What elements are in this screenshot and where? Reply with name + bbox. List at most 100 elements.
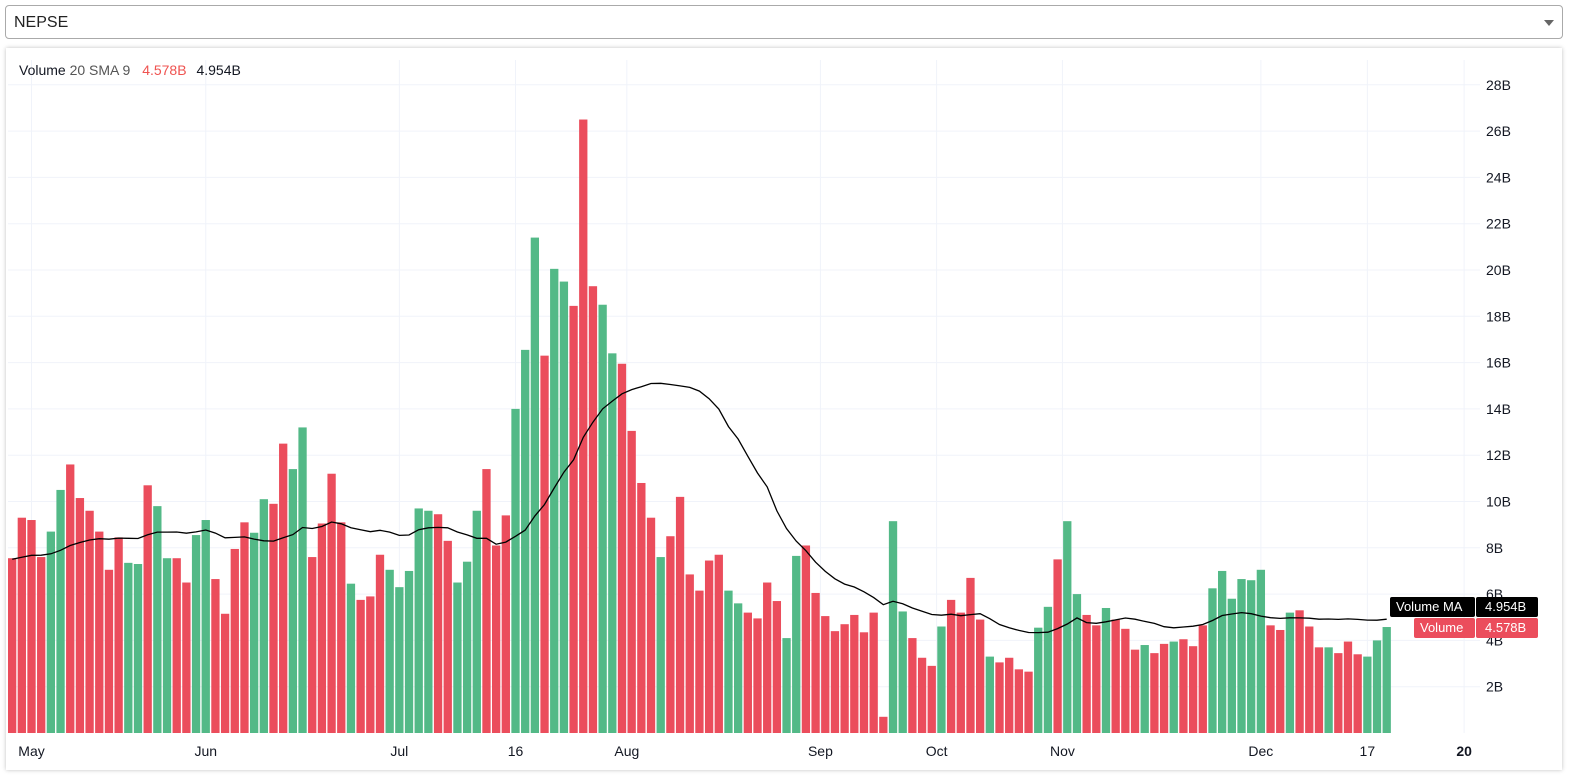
volume-bar-down	[17, 517, 26, 733]
volume-bar-down	[976, 619, 985, 733]
chart-legend: Volume 20 SMA 9 4.578B 4.954B	[19, 62, 241, 78]
volume-bar-up	[124, 562, 133, 733]
volume-bar-down	[637, 482, 646, 733]
volume-bar-up	[1218, 570, 1227, 733]
volume-bar-down	[1314, 647, 1324, 733]
volume-bar-down	[220, 613, 230, 733]
x-tick-label: Jun	[194, 743, 217, 759]
volume-bar-up	[937, 626, 946, 733]
legend-params: 20 SMA 9	[69, 62, 131, 78]
volume-bar-up	[298, 427, 307, 733]
volume-bar-down	[821, 616, 830, 733]
volume-bar-up	[162, 558, 172, 733]
volume-bar-down	[540, 355, 549, 733]
volume-bar-down	[95, 531, 104, 733]
y-tick-label: 28B	[1486, 77, 1511, 93]
volume-bar-down	[946, 599, 956, 733]
volume-bar-up	[1285, 612, 1295, 733]
volume-bar-down	[143, 485, 152, 733]
y-tick-label: 12B	[1486, 447, 1511, 463]
volume-bar-up	[201, 520, 210, 733]
volume-bar-down	[859, 632, 869, 733]
volume-bar-up	[608, 353, 617, 733]
legend-volume-value: 4.578B	[142, 62, 187, 78]
volume-bar-up	[898, 611, 907, 733]
volume-bar-down	[1343, 641, 1353, 733]
volume-bar-up	[1256, 569, 1266, 733]
volume-bar-down	[366, 596, 375, 733]
y-tick-label: 18B	[1486, 308, 1511, 324]
volume-bar-down	[240, 522, 249, 733]
volume-bar-down	[85, 510, 94, 733]
volume-tag-value: 4.578B	[1476, 618, 1538, 638]
volume-bar-down	[1179, 639, 1188, 733]
volume-bar-down	[1130, 649, 1140, 733]
volume-bar-down	[646, 517, 656, 733]
x-tick-label: Nov	[1050, 743, 1075, 759]
volume-bar-down	[685, 574, 694, 733]
volume-bar-up	[133, 564, 143, 733]
volume-bar-down	[104, 569, 114, 733]
volume-bar-up	[385, 569, 394, 733]
legend-indicator-name: Volume	[19, 62, 66, 78]
volume-bar-up	[404, 570, 414, 733]
volume-bar-down	[1198, 625, 1207, 733]
volume-bar-down	[375, 554, 385, 733]
volume-bar-up	[472, 510, 481, 733]
chevron-down-icon	[1544, 20, 1554, 26]
volume-bar-down	[569, 305, 578, 733]
volume-bar-up	[414, 508, 423, 733]
volume-bar-up	[1208, 588, 1217, 733]
volume-bar-down	[917, 657, 927, 733]
volume-bar-down	[966, 577, 975, 733]
ma-tag-label: Volume MA	[1390, 597, 1475, 617]
volume-bar-down	[1005, 657, 1014, 733]
volume-bar-up	[288, 469, 298, 733]
volume-bar-up	[598, 304, 607, 733]
volume-bar-down	[695, 590, 704, 733]
volume-bar-up	[1372, 640, 1382, 733]
volume-bar-up	[530, 237, 540, 733]
volume-bar-up	[259, 499, 268, 733]
volume-bar-down	[1353, 654, 1362, 733]
x-tick-label: Dec	[1248, 743, 1273, 759]
volume-tag-label: Volume	[1414, 618, 1475, 638]
volume-bar-down	[1082, 614, 1091, 733]
symbol-select[interactable]: NEPSE	[5, 5, 1563, 39]
volume-bar-down	[482, 469, 491, 733]
volume-bar-up	[511, 408, 520, 733]
volume-bar-up	[46, 531, 56, 733]
volume-bar-down	[1092, 625, 1101, 733]
volume-bar-up	[1140, 645, 1149, 733]
volume-bar-down	[1159, 643, 1169, 733]
volume-bar-down	[908, 638, 917, 733]
volume-bar-up	[1382, 627, 1391, 733]
volume-bar-down	[279, 443, 288, 733]
volume-bar-down	[617, 363, 627, 733]
volume-bar-up	[424, 510, 433, 733]
volume-bar-down	[1276, 629, 1285, 733]
volume-bar-down	[995, 662, 1004, 733]
volume-bar-up	[1101, 607, 1111, 733]
volume-bar-down	[443, 540, 452, 733]
y-tick-label: 8B	[1486, 540, 1503, 556]
volume-bar-up	[521, 349, 530, 733]
volume-ma-line	[12, 382, 1387, 634]
volume-bar-up	[782, 638, 791, 733]
volume-bar-down	[37, 557, 46, 733]
volume-bar-down	[675, 496, 685, 733]
volume-bar-down	[433, 514, 443, 733]
volume-bar-down	[75, 498, 85, 733]
volume-bar-up	[1237, 579, 1246, 733]
volume-bar-down	[230, 548, 239, 733]
volume-bar-down	[627, 430, 636, 733]
volume-bar-up	[1063, 521, 1072, 733]
volume-bar-up	[985, 656, 994, 733]
volume-bar-down	[66, 464, 75, 733]
volume-bar-down	[850, 614, 859, 733]
volume-bar-down	[1295, 610, 1304, 733]
y-tick-label: 22B	[1486, 216, 1511, 232]
volume-bar-up	[250, 532, 259, 733]
volume-bar-down	[1334, 653, 1343, 733]
